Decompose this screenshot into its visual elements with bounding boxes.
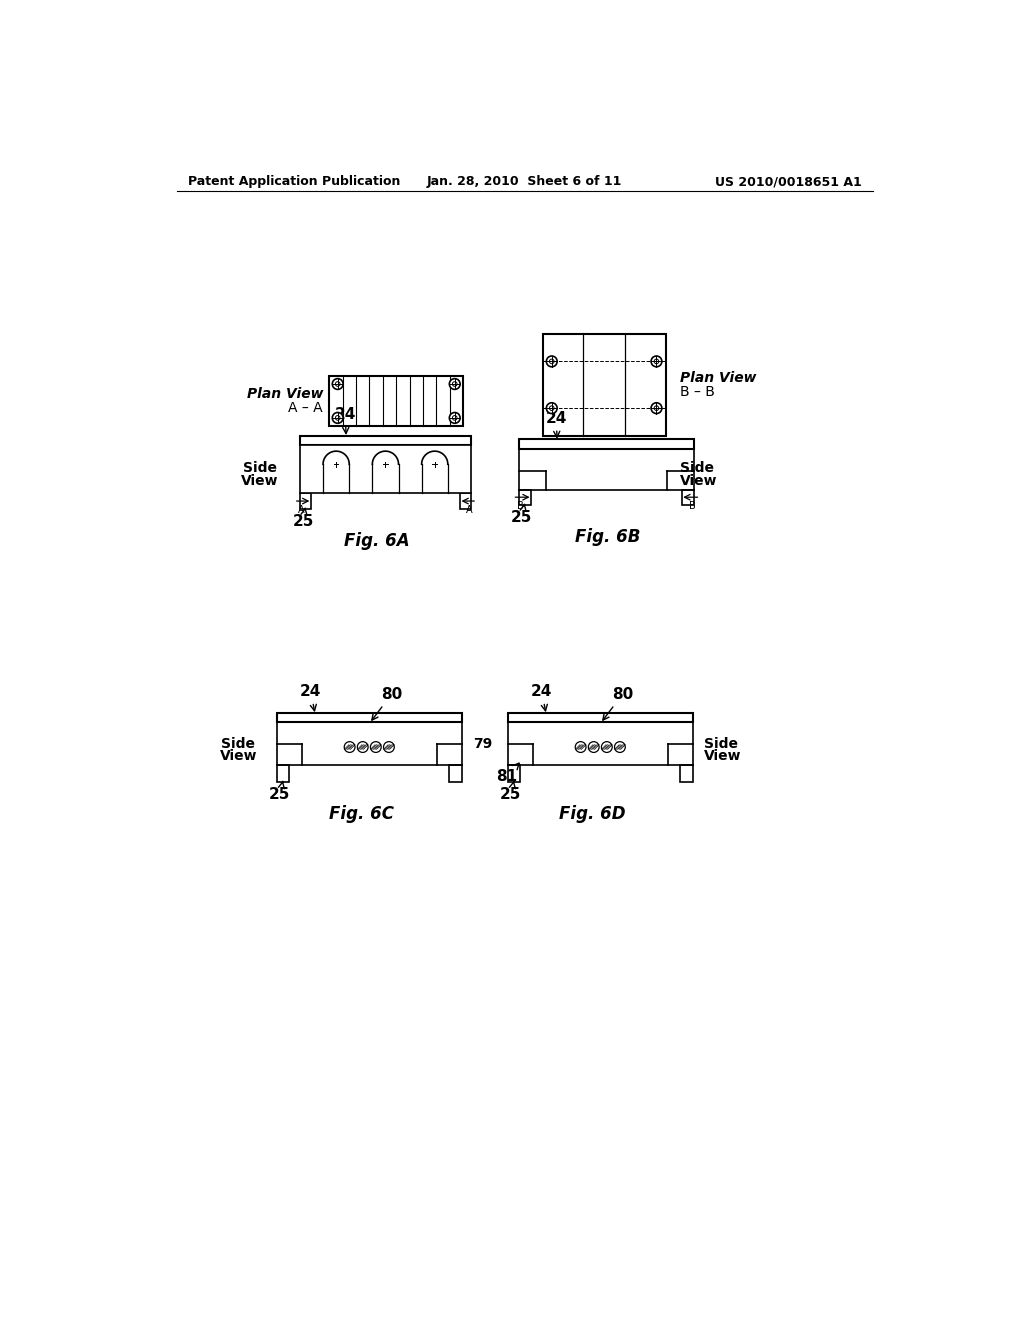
Text: Patent Application Publication: Patent Application Publication	[188, 176, 400, 187]
Text: Fig. 6A: Fig. 6A	[344, 532, 410, 550]
Text: Jan. 28, 2010  Sheet 6 of 11: Jan. 28, 2010 Sheet 6 of 11	[427, 176, 623, 187]
Text: Fig. 6C: Fig. 6C	[329, 805, 394, 824]
Text: Plan View: Plan View	[680, 371, 756, 385]
Circle shape	[547, 403, 557, 413]
Circle shape	[450, 413, 460, 424]
Circle shape	[357, 742, 368, 752]
Text: 24: 24	[531, 684, 552, 711]
Text: 24: 24	[300, 684, 322, 711]
Bar	[300, 445, 471, 494]
Text: A: A	[298, 506, 305, 515]
Bar	[518, 440, 694, 449]
Bar	[450, 766, 462, 781]
Circle shape	[589, 742, 599, 752]
Circle shape	[651, 403, 662, 413]
Circle shape	[450, 379, 460, 389]
Bar	[276, 766, 289, 781]
Text: Side: Side	[243, 461, 276, 475]
Text: 25: 25	[500, 781, 521, 803]
Text: Side: Side	[705, 737, 738, 751]
Bar	[276, 713, 462, 722]
Text: B: B	[689, 502, 696, 511]
Text: View: View	[219, 748, 257, 763]
Circle shape	[333, 413, 343, 424]
Bar	[543, 334, 666, 436]
Bar	[680, 766, 692, 781]
Bar	[300, 436, 471, 445]
Text: 24: 24	[546, 411, 567, 437]
Text: 80: 80	[372, 686, 402, 721]
Text: 25: 25	[511, 504, 532, 525]
Circle shape	[601, 742, 612, 752]
Text: 80: 80	[603, 686, 633, 721]
Circle shape	[651, 356, 662, 367]
Text: 79: 79	[473, 737, 493, 751]
Circle shape	[614, 742, 626, 752]
Circle shape	[547, 356, 557, 367]
Bar	[460, 494, 471, 508]
Circle shape	[333, 379, 343, 389]
Bar	[508, 713, 692, 722]
Text: A: A	[466, 506, 473, 515]
Text: Fig. 6D: Fig. 6D	[559, 805, 626, 824]
Text: View: View	[242, 474, 279, 487]
Text: View: View	[680, 474, 717, 487]
Text: B – B: B – B	[680, 384, 715, 399]
Bar	[518, 490, 531, 506]
Text: Side: Side	[221, 737, 255, 751]
Text: View: View	[705, 748, 741, 763]
Text: US 2010/0018651 A1: US 2010/0018651 A1	[716, 176, 862, 187]
Text: 25: 25	[269, 781, 291, 803]
Circle shape	[575, 742, 586, 752]
Text: Fig. 6B: Fig. 6B	[575, 528, 641, 546]
Circle shape	[371, 742, 381, 752]
Text: Plan View: Plan View	[247, 387, 323, 401]
Text: 25: 25	[292, 508, 313, 529]
Text: 81: 81	[497, 763, 519, 784]
Text: A – A: A – A	[289, 401, 323, 414]
Circle shape	[344, 742, 355, 752]
Bar	[682, 490, 694, 506]
Bar	[330, 376, 463, 426]
Bar	[508, 766, 520, 781]
Circle shape	[384, 742, 394, 752]
Text: 24: 24	[335, 407, 356, 433]
Bar	[300, 494, 310, 508]
Text: B: B	[517, 502, 523, 511]
Text: Side: Side	[680, 461, 714, 475]
